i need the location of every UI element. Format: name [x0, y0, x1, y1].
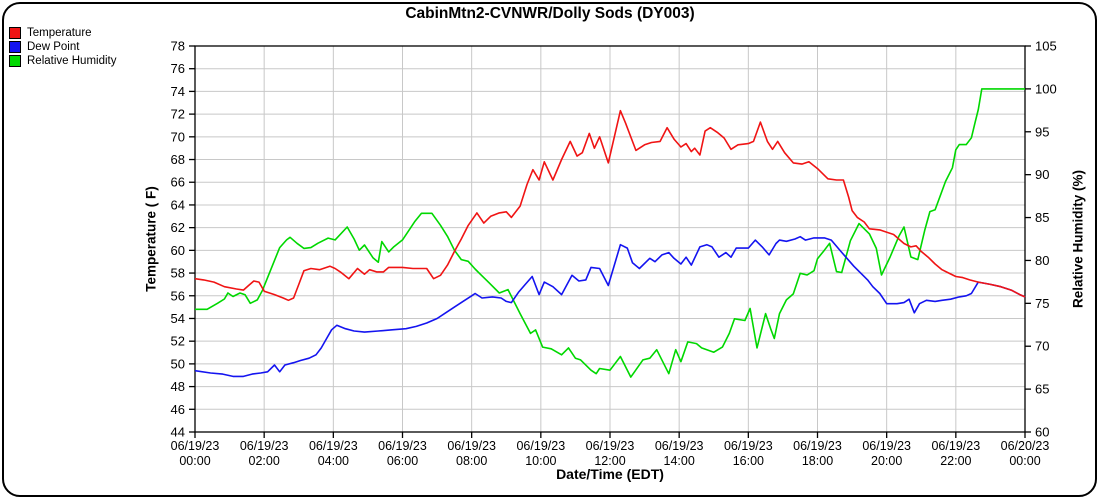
series-line-relative-humidity	[195, 88, 1025, 378]
x-axis-title: Date/Time (EDT)	[556, 466, 664, 482]
x-tick-time-label: 20:00	[871, 454, 902, 468]
legend-item-relative-humidity: Relative Humidity	[9, 54, 116, 68]
legend-label: Relative Humidity	[27, 55, 117, 67]
x-tick-time-label: 14:00	[664, 454, 695, 468]
y-right-tick-label: 80	[1035, 253, 1049, 268]
x-tick-date-label: 06/19/23	[447, 439, 496, 453]
x-tick-time-label: 10:00	[525, 454, 556, 468]
legend-item-temperature: Temperature	[9, 26, 116, 40]
x-tick-time-label: 00:00	[179, 454, 210, 468]
y-left-tick-label: 76	[171, 61, 185, 76]
y-left-tick-label: 54	[171, 311, 185, 326]
x-tick-time-label: 12:00	[594, 454, 625, 468]
y-left-tick-label: 68	[171, 152, 185, 167]
y-right-tick-label: 70	[1035, 339, 1049, 354]
y-left-tick-label: 74	[171, 84, 185, 99]
x-tick-date-label: 06/19/23	[793, 439, 842, 453]
y-left-tick-label: 64	[171, 197, 185, 212]
y-left-tick-label: 46	[171, 402, 185, 417]
x-tick-date-label: 06/19/23	[240, 439, 289, 453]
y-left-tick-label: 66	[171, 175, 185, 190]
y-left-tick-label: 56	[171, 288, 185, 303]
x-tick-time-label: 16:00	[733, 454, 764, 468]
x-tick-time-label: 04:00	[318, 454, 349, 468]
y-right-tick-label: 100	[1035, 81, 1057, 96]
y-right-tick-label: 90	[1035, 167, 1049, 182]
temperature-swatch-icon	[9, 27, 21, 39]
x-tick-time-label: 06:00	[387, 454, 418, 468]
y-left-tick-label: 72	[171, 107, 185, 122]
legend: Temperature Dew Point Relative Humidity	[9, 26, 116, 68]
y-left-tick-label: 52	[171, 334, 185, 349]
legend-label: Temperature	[27, 27, 92, 39]
x-tick-date-label: 06/19/23	[655, 439, 704, 453]
x-tick-time-label: 08:00	[456, 454, 487, 468]
y-right-tick-label: 95	[1035, 124, 1049, 139]
series-line-dew-point	[194, 235, 1026, 378]
y-right-tick-label: 85	[1035, 210, 1049, 225]
y-right-axis-title: Relative Humidity (%)	[1070, 169, 1086, 309]
y-left-tick-label: 50	[171, 356, 185, 371]
x-tick-date-label: 06/19/23	[862, 439, 911, 453]
series-line-temperature	[194, 109, 1026, 302]
x-tick-date-label: 06/19/23	[931, 439, 980, 453]
y-left-tick-label: 62	[171, 220, 185, 235]
y-right-tick-label: 60	[1035, 425, 1049, 440]
y-left-tick-label: 58	[171, 266, 185, 281]
x-tick-date-label: 06/20/23	[1001, 439, 1050, 453]
x-tick-time-label: 00:00	[1009, 454, 1040, 468]
y-right-tick-label: 105	[1035, 39, 1057, 54]
y-left-tick-label: 78	[171, 39, 185, 54]
y-right-tick-label: 75	[1035, 296, 1049, 311]
x-tick-date-label: 06/19/23	[586, 439, 635, 453]
dew-point-swatch-icon	[9, 41, 21, 53]
x-tick-date-label: 06/19/23	[724, 439, 773, 453]
y-left-tick-label: 70	[171, 129, 185, 144]
x-tick-date-label: 06/19/23	[378, 439, 427, 453]
y-left-tick-label: 44	[171, 425, 185, 440]
x-tick-time-label: 18:00	[802, 454, 833, 468]
x-tick-time-label: 22:00	[940, 454, 971, 468]
relative-humidity-swatch-icon	[9, 55, 21, 67]
legend-label: Dew Point	[27, 41, 80, 53]
y-left-tick-label: 60	[171, 243, 185, 258]
chart-title: CabinMtn2-CVNWR/Dolly Sods (DY003)	[405, 5, 695, 22]
x-tick-time-label: 02:00	[249, 454, 280, 468]
x-tick-date-label: 06/19/23	[171, 439, 220, 453]
y-right-tick-label: 65	[1035, 382, 1049, 397]
legend-item-dew-point: Dew Point	[9, 40, 116, 54]
x-tick-date-label: 06/19/23	[516, 439, 565, 453]
y-left-tick-label: 48	[171, 379, 185, 394]
x-tick-date-label: 06/19/23	[309, 439, 358, 453]
y-left-axis-title: Temperature ( F)	[143, 186, 159, 292]
